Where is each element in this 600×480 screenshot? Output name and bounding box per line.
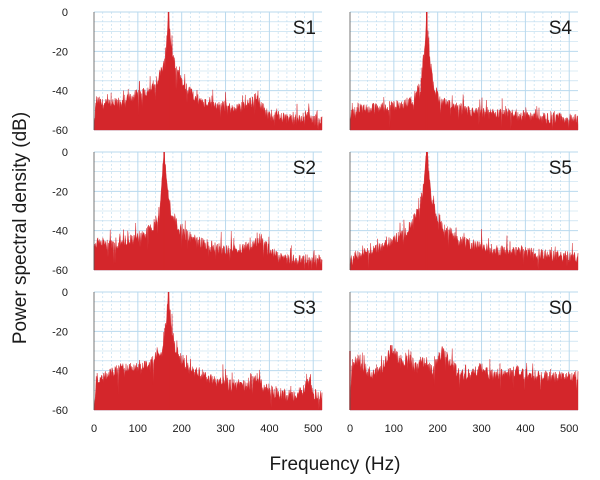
spectrum-area-s1 [93, 11, 323, 131]
panel-s2: S2 0 -20 -40 -60 [52, 147, 323, 277]
panel-s3: S3 0 -20 -40 -60 0 100 200 300 400 500 [52, 287, 322, 435]
spectrum-area-s4 [349, 11, 579, 131]
x-tick-label: 300 [216, 423, 234, 435]
panel-s1: S1 0 -20 -40 -60 [52, 7, 323, 137]
x-tick-label: 400 [516, 423, 534, 435]
spectrum-area-s0 [349, 344, 579, 411]
panel-label-s5: S5 [549, 158, 572, 179]
panel-label-s0: S0 [549, 298, 572, 319]
spectrum-area-s5 [349, 151, 579, 271]
x-tick-label: 500 [304, 423, 322, 435]
spectrum-area-s3 [93, 291, 323, 411]
x-tick-label: 300 [472, 423, 490, 435]
panel-label-s4: S4 [549, 18, 573, 39]
y-tick-label: -20 [52, 46, 68, 58]
panel-s4: S4 [349, 11, 579, 131]
panel-label-s1: S1 [293, 18, 316, 39]
panels-group: S1 0 -20 -40 -60 S4 S2 0 -20 -40 -60 S5 S3 0 -20 -40 -60… [52, 7, 578, 435]
panel-label-s3: S3 [293, 298, 316, 319]
x-tick-label: 500 [560, 423, 578, 435]
spectrum-area-s2 [93, 151, 323, 271]
x-tick-label: 0 [347, 423, 353, 435]
x-tick-label: 200 [429, 423, 447, 435]
y-tick-label: 0 [62, 287, 68, 299]
x-axis-title: Frequency (Hz) [270, 454, 401, 475]
panel-label-s2: S2 [293, 158, 316, 179]
y-tick-label: -60 [52, 405, 68, 417]
y-tick-label: -20 [52, 326, 68, 338]
y-tick-label: -60 [52, 125, 68, 137]
y-tick-label: -40 [52, 86, 68, 98]
y-axis-title: Power spectral density (dB) [10, 112, 31, 344]
y-tick-label: -20 [52, 186, 68, 198]
panel-s0: S0 0 100 200 300 400 500 [347, 291, 579, 435]
y-tick-label: 0 [62, 147, 68, 159]
x-tick-label: 400 [260, 423, 278, 435]
x-tick-label: 200 [173, 423, 191, 435]
y-tick-label: -40 [52, 366, 68, 378]
y-tick-label: -40 [52, 226, 68, 238]
x-tick-label: 100 [385, 423, 403, 435]
x-tick-label: 0 [91, 423, 97, 435]
y-tick-label: 0 [62, 7, 68, 19]
panel-s5: S5 [349, 151, 579, 271]
x-tick-label: 100 [129, 423, 147, 435]
y-tick-label: -60 [52, 265, 68, 277]
